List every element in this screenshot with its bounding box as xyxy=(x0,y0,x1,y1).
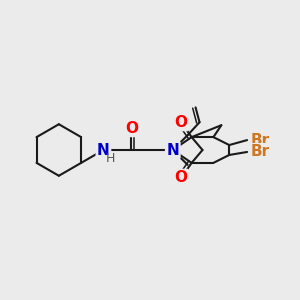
Text: O: O xyxy=(174,170,187,185)
Text: Br: Br xyxy=(250,133,269,148)
Text: H: H xyxy=(106,152,115,165)
Text: N: N xyxy=(97,142,110,158)
Text: O: O xyxy=(126,121,139,136)
Text: N: N xyxy=(167,142,179,158)
Text: O: O xyxy=(174,115,187,130)
Text: Br: Br xyxy=(250,145,269,160)
